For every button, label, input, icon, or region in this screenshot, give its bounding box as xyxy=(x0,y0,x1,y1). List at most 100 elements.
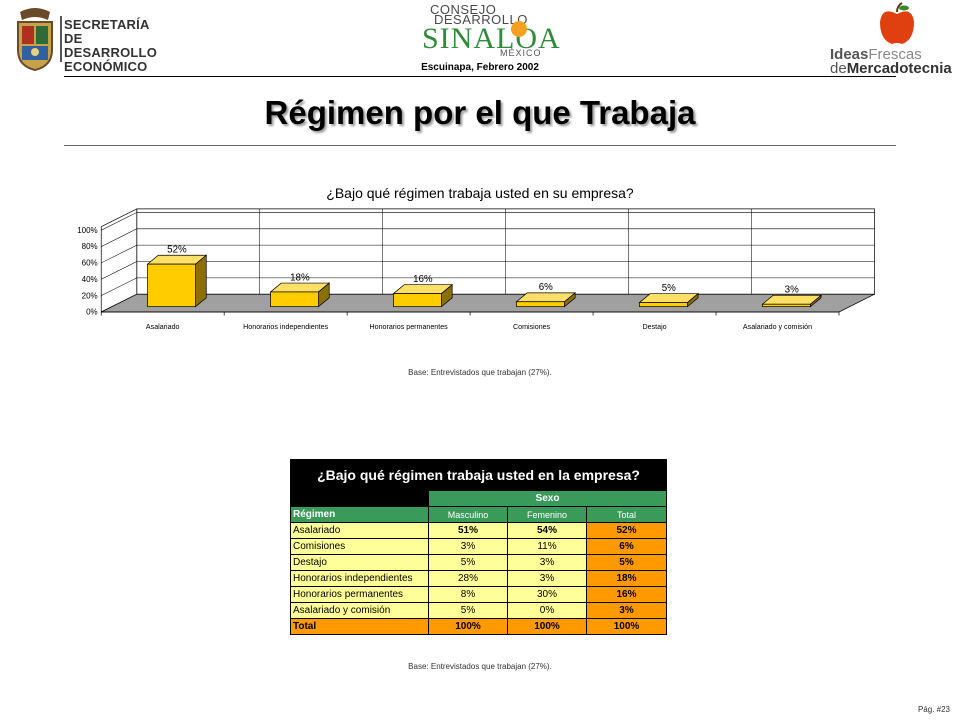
bar xyxy=(516,301,565,308)
mexico-word: MÉXICO xyxy=(500,48,542,58)
ideas-frescas-logo: IdeasFrescas deMercadotecnia xyxy=(826,2,958,78)
sun-icon xyxy=(511,21,527,37)
desarrollo-word: DESARROLLO xyxy=(434,12,528,27)
brand-ideas: Ideas xyxy=(830,46,869,63)
bar xyxy=(270,291,319,308)
y-tick-label: 20% xyxy=(82,291,98,300)
value-cell: 5% xyxy=(428,602,508,619)
y-tick-label: 80% xyxy=(82,242,98,251)
gridline-side xyxy=(101,244,137,264)
brand-frescas: Frescas xyxy=(868,46,922,63)
chart-floor xyxy=(101,293,875,313)
secretaria-line-2: DE DESARROLLO xyxy=(64,31,157,60)
value-cell: 5% xyxy=(428,554,508,571)
bar xyxy=(762,303,811,308)
row-label: Honorarios independientes xyxy=(290,570,429,587)
secretaria-line-3: ECONÓMICO xyxy=(64,59,148,74)
value-cell: 0% xyxy=(507,602,587,619)
title-divider xyxy=(64,145,896,146)
table-title: ¿Bajo qué régimen trabaja usted en la em… xyxy=(290,459,667,491)
value-cell: 28% xyxy=(428,570,508,587)
header-divider xyxy=(64,76,896,77)
total-cell: 16% xyxy=(586,586,667,603)
category-label: Asalariado y comisión xyxy=(743,323,812,331)
table-row: Destajo 5% 3% 5% xyxy=(290,554,667,571)
table-base-note: Base: Entrevistados que trabajan (27%). xyxy=(408,662,552,671)
consejo-logo: CONSEJO DESARROLLO SINALOA MÉXICO xyxy=(418,2,560,62)
secretaria-line-1: SECRETARÍA xyxy=(64,17,150,32)
table-row: Honorarios permanentes 8% 30% 16% xyxy=(290,586,667,603)
logo-divider xyxy=(60,16,62,62)
table-col-header: Masculino xyxy=(428,506,508,523)
table-row: Honorarios independientes 28% 3% 18% xyxy=(290,570,667,587)
page-title: Régimen por el que Trabaja xyxy=(264,94,696,131)
brand-de: de xyxy=(830,60,847,77)
category-label: Honorarios permanentes xyxy=(370,323,449,331)
regimen-bar-chart: 0% 20% 40% 60% 80% 100% 52% Asalariado 18% Honora… xyxy=(77,208,875,331)
page-number: Pág. #23 xyxy=(917,705,950,714)
chart-title: ¿Bajo qué régimen trabaja usted en su em… xyxy=(326,185,634,201)
value-cell: 3% xyxy=(428,538,508,555)
brand-line-1: IdeasFrescas xyxy=(830,46,922,63)
y-tick-label: 60% xyxy=(82,259,98,268)
table-col-header: Total xyxy=(586,506,667,523)
sinaloa-word: SINALOA xyxy=(422,22,561,55)
y-tick-label: 40% xyxy=(82,275,98,284)
consejo-word: CONSEJO xyxy=(430,2,497,17)
row-label: Asalariado y comisión xyxy=(290,602,429,619)
table-row: Asalariado 51% 54% 52% xyxy=(290,522,667,539)
table-corner xyxy=(290,490,429,507)
row-label: Asalariado xyxy=(290,522,429,539)
total-row-cell: 100% xyxy=(428,618,508,635)
data-label: 16% xyxy=(413,274,433,285)
bar-side xyxy=(195,254,207,308)
value-cell: 30% xyxy=(507,586,587,603)
total-row-cell: 100% xyxy=(586,618,667,635)
bar xyxy=(147,263,196,308)
gridline-side xyxy=(101,277,137,296)
value-cell: 11% xyxy=(507,538,587,555)
value-cell: 8% xyxy=(428,586,508,603)
table-row: Comisiones 3% 11% 6% xyxy=(290,538,667,555)
y-tick-label: 0% xyxy=(86,308,98,317)
total-cell: 18% xyxy=(586,570,667,587)
row-label: Comisiones xyxy=(290,538,429,555)
data-label: 18% xyxy=(290,272,310,283)
gridline-side xyxy=(101,212,137,231)
table-row: Asalariado y comisión 5% 0% 3% xyxy=(290,602,667,619)
apple-icon xyxy=(880,2,914,45)
gridline-side xyxy=(101,261,137,280)
brand-mercadotecnia: Mercadotecnia xyxy=(846,60,952,77)
value-cell: 3% xyxy=(507,570,587,587)
total-cell: 6% xyxy=(586,538,667,555)
data-label: 52% xyxy=(167,245,187,256)
table-total-row: Total 100% 100% 100% xyxy=(290,618,667,635)
bar xyxy=(639,302,688,308)
total-cell: 52% xyxy=(586,522,667,539)
value-cell: 51% xyxy=(428,522,508,539)
total-row-cell: 100% xyxy=(507,618,587,635)
chart-base-note: Base: Entrevistados que trabajan (27%). xyxy=(408,368,552,377)
bar xyxy=(393,293,442,308)
report-date: Escuinapa, Febrero 2002 xyxy=(421,62,539,73)
secretaria-logo: SECRETARÍA DE DESARROLLO ECONÓMICO xyxy=(8,4,157,76)
row-label: Destajo xyxy=(290,554,429,571)
category-label: Asalariado xyxy=(146,323,180,331)
secretaria-text: SECRETARÍA DE DESARROLLO ECONÓMICO xyxy=(64,18,157,74)
table-row-header: Régimen xyxy=(290,506,429,523)
data-label: 6% xyxy=(539,282,553,293)
category-label: Honorarios independientes xyxy=(243,323,328,331)
crosstab-table-wrap: ¿Bajo qué régimen trabaja usted en la em… xyxy=(290,459,667,635)
category-label: Destajo xyxy=(643,323,667,331)
total-cell: 3% xyxy=(586,602,667,619)
value-cell: 3% xyxy=(507,554,587,571)
crosstab-table: ¿Bajo qué régimen trabaja usted en la em… xyxy=(290,459,667,635)
row-label: Honorarios permanentes xyxy=(290,586,429,603)
brand-line-2: deMercadotecnia xyxy=(830,60,952,77)
y-tick-label: 100% xyxy=(77,226,97,235)
gridline-side xyxy=(101,228,137,247)
value-cell: 54% xyxy=(507,522,587,539)
state-seal-icon xyxy=(17,8,53,72)
category-label: Comisiones xyxy=(513,323,551,331)
table-group-header: Sexo xyxy=(428,490,667,507)
